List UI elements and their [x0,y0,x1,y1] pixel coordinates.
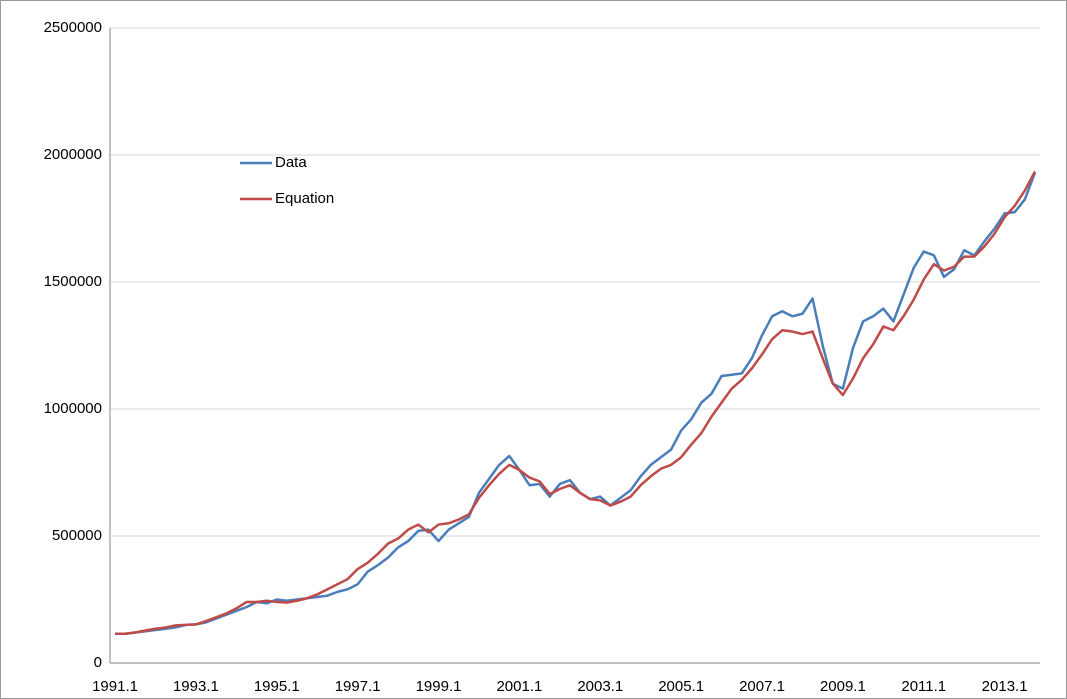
y-tick-label: 0 [94,654,102,671]
x-tick-label: 2001.1 [496,678,542,695]
y-tick-label: 500000 [52,527,102,544]
series-line [115,172,1037,636]
x-tick-label: 2011.1 [901,678,946,695]
x-tick-label: 1997.1 [335,678,381,695]
x-tick-label: 1995.1 [254,678,300,695]
x-tick-label: 2007.1 [739,678,785,695]
x-tick-label: 2009.1 [820,678,866,695]
x-tick-label: 1999.1 [416,678,462,695]
y-tick-label: 2000000 [44,146,102,163]
series-line [115,170,1037,636]
y-tick-label: 1500000 [44,273,102,290]
y-tick-label: 2500000 [44,19,102,36]
x-tick-label: 2013.1 [982,678,1028,695]
x-tick-label: 2003.1 [577,678,623,695]
y-tick-label: 1000000 [44,400,102,417]
x-tick-label: 1991.1 [92,678,138,695]
legend-label: Equation [275,190,334,207]
x-tick-label: 1993.1 [173,678,219,695]
legend-label: Data [275,154,307,171]
x-tick-label: 2005.1 [658,678,704,695]
